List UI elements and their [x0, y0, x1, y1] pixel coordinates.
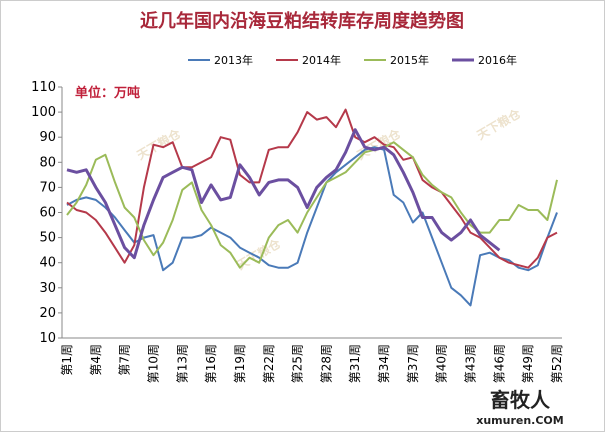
x-tick-label: 第28周	[319, 344, 333, 383]
series-line	[66, 146, 558, 307]
y-tick-label: 110	[31, 80, 56, 95]
x-tick-label: 第10周	[146, 344, 160, 383]
x-tick-label: 第22周	[262, 344, 276, 383]
y-tick-label: 80	[39, 155, 56, 170]
series-line	[66, 108, 558, 269]
x-tick-label: 第49周	[521, 344, 535, 383]
x-tick-label: 第31周	[348, 344, 362, 383]
legend-label: 2013年	[214, 53, 253, 67]
x-tick-label: 第13周	[175, 344, 189, 383]
y-tick-label: 90	[39, 130, 56, 145]
y-tick-label: 60	[39, 206, 56, 221]
y-tick-label: 40	[39, 256, 56, 271]
chart-title: 近几年国内沿海豆粕结转库存周度趋势图	[140, 10, 464, 32]
y-tick-label: 30	[39, 281, 56, 296]
legend-label: 2014年	[302, 53, 341, 67]
y-tick-label: 50	[39, 231, 56, 246]
legend-label: 2015年	[390, 53, 429, 67]
x-tick-label: 第43周	[464, 344, 478, 383]
watermark: xumuren.COM	[476, 414, 563, 427]
y-tick-label: 100	[31, 105, 56, 120]
x-tick-label: 第34周	[377, 344, 391, 383]
y-tick-label: 20	[39, 306, 56, 321]
x-tick-label: 第46周	[492, 344, 506, 383]
x-tick-label: 第40周	[435, 344, 449, 383]
series-line	[66, 128, 501, 260]
x-tick-label: 第1周	[60, 344, 74, 376]
x-tick-label: 第25周	[291, 344, 305, 383]
x-tick-label: 第7周	[118, 344, 132, 376]
watermark: 畜牧人	[490, 388, 551, 412]
y-tick-label: 10	[39, 331, 56, 346]
x-tick-label: 第16周	[204, 344, 218, 383]
x-tick-label: 第52周	[550, 344, 564, 383]
x-tick-label: 第4周	[89, 344, 103, 376]
y-tick-label: 70	[39, 180, 56, 195]
x-tick-label: 第37周	[406, 344, 420, 383]
annotation: 单位：万吨	[75, 85, 140, 101]
legend-label: 2016年	[478, 53, 517, 67]
x-tick-label: 第19周	[233, 344, 247, 383]
